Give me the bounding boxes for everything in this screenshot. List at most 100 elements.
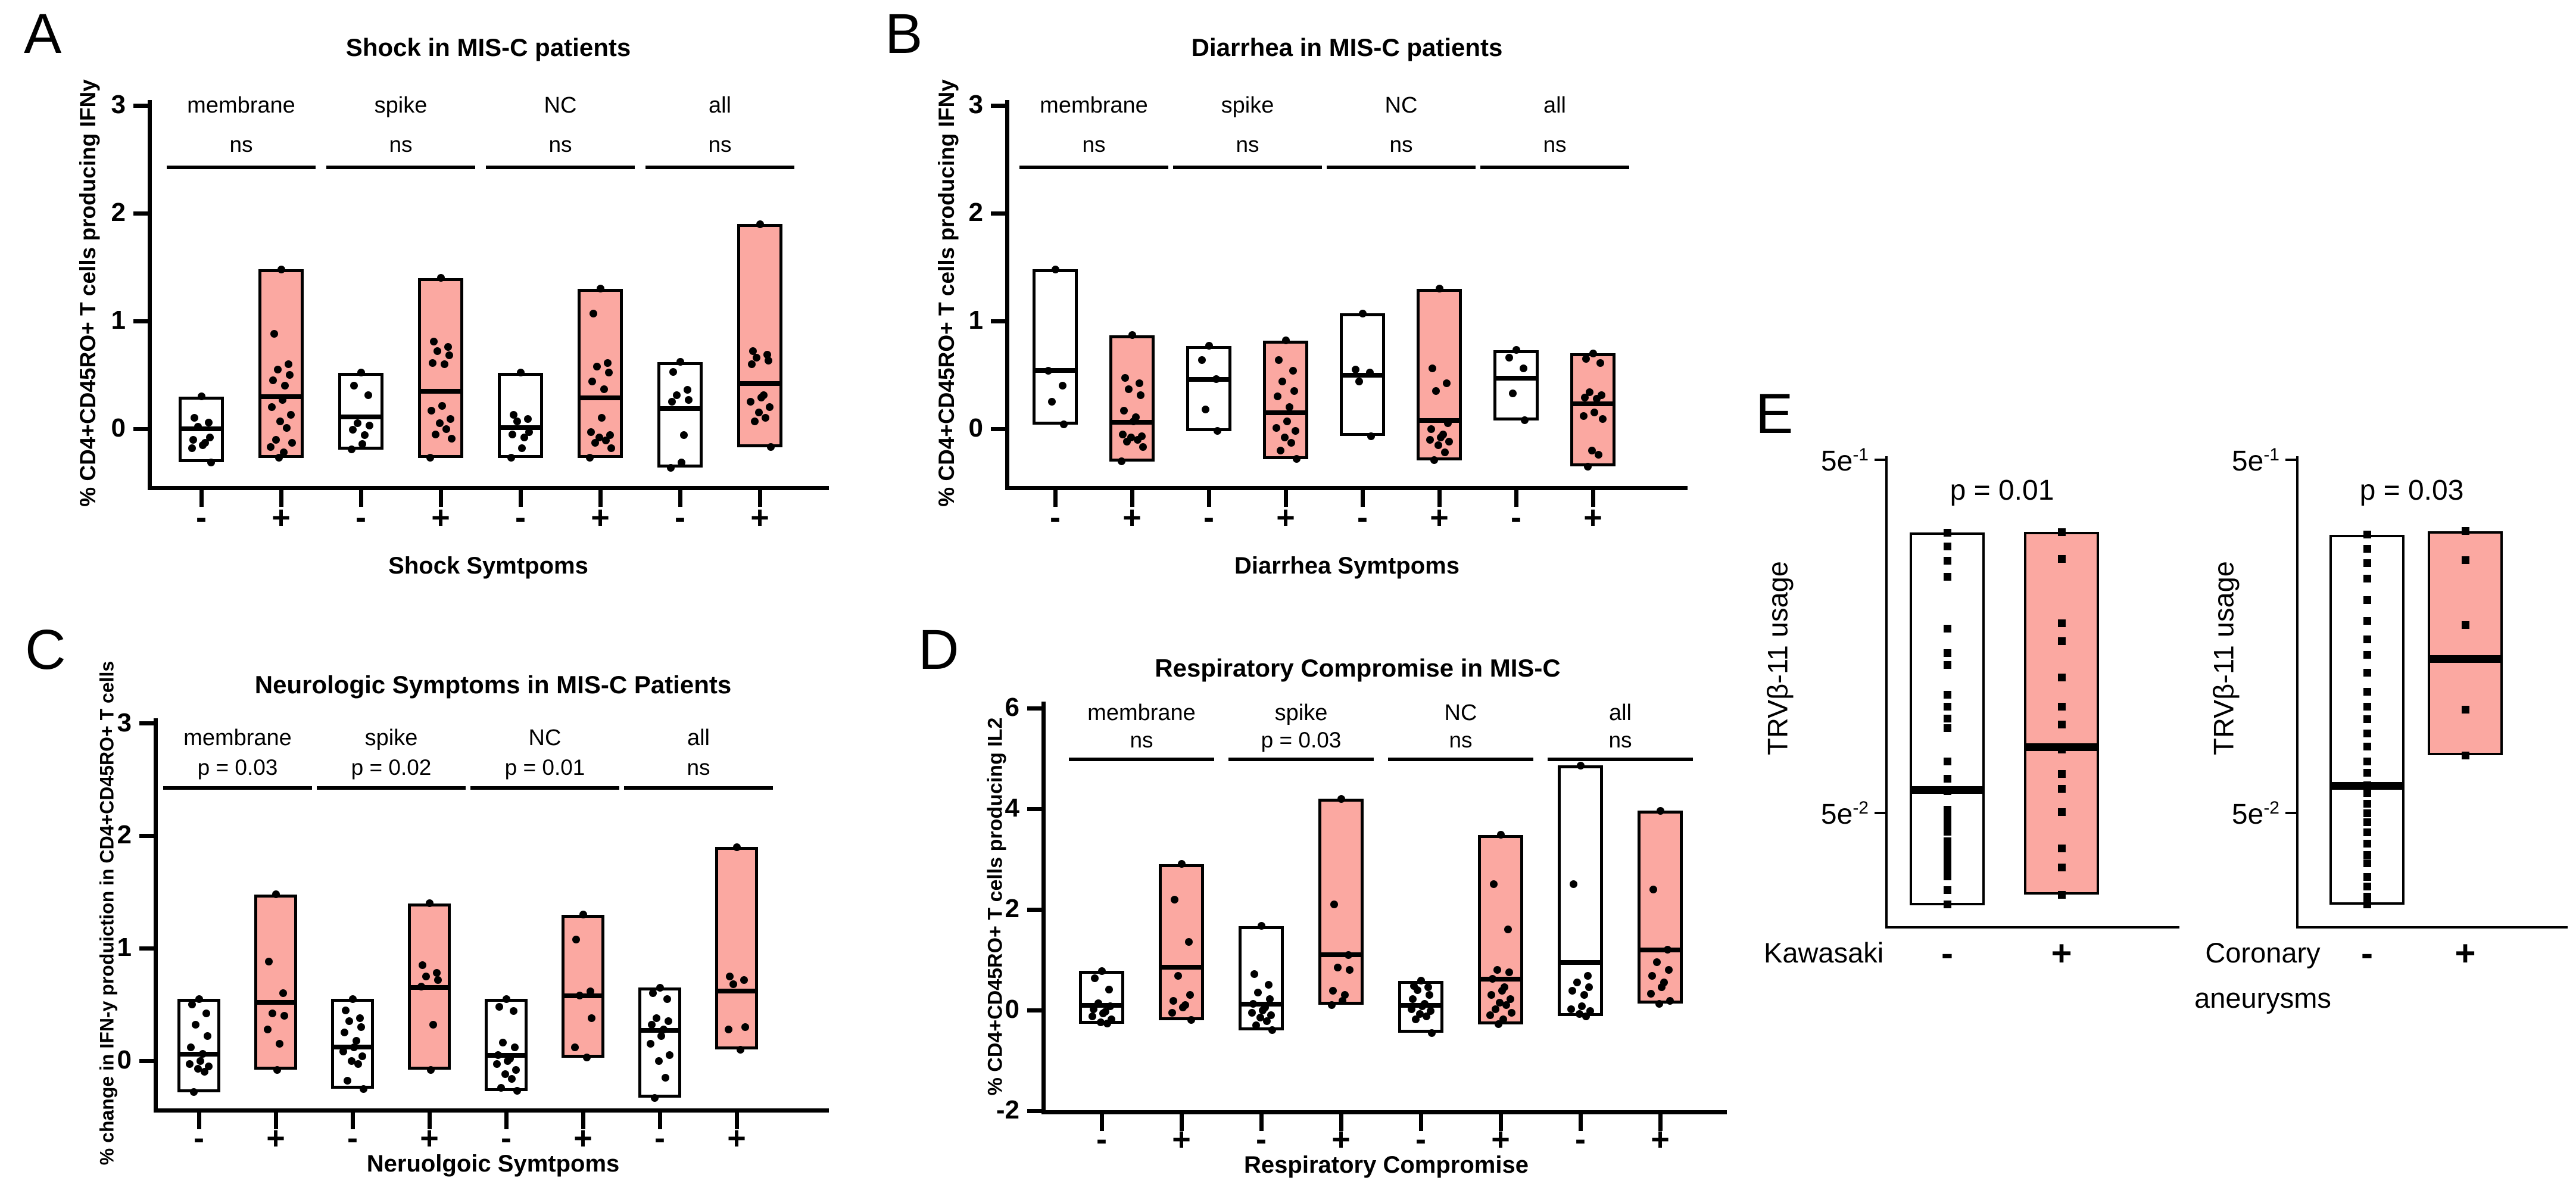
panel-c-x-tick [504, 1113, 509, 1129]
panel-e2-scatter-point [2363, 840, 2371, 848]
panel-a-x-tick [439, 490, 443, 507]
panel-b-x-axis [1005, 486, 1688, 490]
panel-d-scatter-point [1658, 983, 1666, 991]
panel-e2-scatter-point [2462, 752, 2469, 759]
panel-a-significance-line [645, 166, 794, 169]
panel-c-significance-label: p = 0.03 [197, 755, 278, 780]
panel-e2-scatter-point [2363, 743, 2371, 750]
panel-b-x-tick [1207, 490, 1211, 507]
panel-b-median-line [1186, 377, 1231, 382]
panel-c-scatter-point [264, 1026, 272, 1033]
panel-d-scatter-point [1252, 1021, 1260, 1029]
panel-b-scatter-point [1290, 387, 1298, 395]
panel-e1-y-axis-label: TRVβ-11 usage [1761, 561, 1794, 755]
panel-a-scatter-point [442, 425, 450, 433]
panel-d-scatter-point [1168, 1009, 1176, 1017]
panel-e1-scatter-point [2058, 721, 2066, 728]
panel-c-scatter-point [273, 1066, 281, 1074]
panel-c-y-axis-label: % change in IFN-y produiction in CD4+CD4… [96, 661, 118, 1166]
panel-d-y-tick [1027, 706, 1041, 711]
panel-a-median-line [418, 389, 463, 394]
panel-d-scatter-point [1090, 1005, 1097, 1013]
panel-d-bar-all-pos [1638, 811, 1683, 1004]
panel-b-scatter-point [1434, 441, 1442, 449]
panel-c-scatter-point [194, 1065, 202, 1073]
panel-e2-scatter-point [2363, 781, 2371, 789]
panel-c-y-tick-label: 3 [117, 708, 132, 737]
panel-d-significance-label: p = 0.03 [1261, 728, 1342, 752]
panel-a-scatter-point [430, 338, 438, 345]
panel-a-scatter-point [751, 418, 759, 425]
panel-c-y-tick [139, 721, 154, 725]
panel-b-median-line [1033, 368, 1078, 373]
panel-b-y-tick-label: 2 [968, 198, 983, 227]
panel-e1-scatter-point [1944, 758, 1951, 765]
panel-d-group-label: spike [1274, 700, 1328, 725]
panel-b-scatter-point [1588, 447, 1596, 454]
panel-b-y-tick-label: 3 [968, 90, 983, 119]
panel-c-scatter-point [204, 1032, 211, 1040]
panel-c-scatter-point [725, 1026, 732, 1033]
panel-a-scatter-point [507, 454, 515, 462]
panel-d-y-tick-label: 6 [1005, 693, 1019, 722]
panel-e2-y-tick [2285, 459, 2296, 461]
panel-e2-scatter-point [2363, 669, 2371, 677]
panel-c-scatter-point [202, 1010, 210, 1017]
panel-e2-scatter-point [2363, 703, 2371, 711]
panel-c-scatter-point [649, 989, 657, 997]
panel-e2-scatter-point [2462, 556, 2469, 564]
panel-c-bar-NC-pos [562, 915, 604, 1058]
panel-e2-y-tick-exponent: -1 [2263, 445, 2279, 465]
panel-d-median-line [1318, 952, 1364, 957]
panel-a-group-label: all [708, 93, 732, 118]
panel-b-scatter-point [1444, 419, 1452, 427]
panel-c-scatter-point [419, 961, 426, 969]
panel-e2-y-axis [2296, 456, 2299, 929]
panel-b-condition-label: + [1583, 500, 1602, 535]
panel-c-scatter-point [653, 1014, 660, 1022]
panel-b-scatter-point [1426, 436, 1434, 444]
panel-d-scatter-point [1489, 975, 1496, 983]
panel-d-bar-membrane-pos [1159, 864, 1204, 1020]
panel-a-scatter-point [436, 419, 444, 427]
panel-d-condition-label: - [1415, 1121, 1426, 1157]
panel-d-median-line [1638, 948, 1683, 952]
panel-b-scatter-point [1125, 385, 1133, 393]
panel-d-scatter-point [1345, 951, 1352, 959]
panel-a-scatter-point [753, 354, 760, 362]
panel-d-condition-label: - [1096, 1121, 1107, 1157]
panel-d-scatter-point [1328, 1001, 1336, 1009]
panel-c-scatter-point [497, 1084, 505, 1092]
panel-b-x-tick [1591, 490, 1595, 507]
panel-a-scatter-point [276, 418, 284, 425]
panel-e2-y-tick-exponent: -2 [2263, 798, 2279, 818]
panel-e2-scatter-point [2462, 706, 2469, 714]
panel-a-condition-label: + [272, 500, 291, 535]
panel-b-scatter-point [1596, 359, 1604, 367]
panel-e1-scatter-point [1944, 775, 1951, 783]
panel-a-condition-label: - [515, 500, 526, 535]
panel-a-scatter-point [444, 343, 452, 351]
panel-c-scatter-point [587, 987, 594, 995]
panel-a-x-tick [359, 490, 363, 507]
panel-b-scatter-point [1432, 387, 1440, 395]
panel-b-y-tick-label: 1 [968, 306, 983, 335]
panel-b-scatter-point [1137, 391, 1144, 399]
panel-c-scatter-point [426, 899, 434, 907]
panel-a-scatter-point [191, 414, 198, 422]
panel-c-scatter-point [417, 983, 425, 990]
panel-e2-scatter-point [2363, 688, 2371, 696]
panel-c-scatter-point [195, 995, 203, 1003]
panel-a-y-tick-label: 0 [111, 413, 126, 443]
panel-a-scatter-point [366, 422, 373, 429]
panel-e2-x-axis-label: Coronary [2205, 937, 2321, 968]
panel-d-y-axis-label: % CD4+CD45RO+ T cells producing IL2 [984, 717, 1007, 1096]
panel-b-scatter-point [1445, 438, 1453, 445]
panel-a-scatter-point [269, 376, 277, 384]
panel-b-scatter-point [1060, 420, 1068, 428]
panel-d-scatter-point [1573, 979, 1581, 986]
panel-e2-scatter-point [2363, 635, 2371, 643]
panel-d-scatter-point [1649, 886, 1657, 893]
panel-a-scatter-point [524, 415, 532, 423]
panel-d-significance-line [1228, 758, 1374, 761]
